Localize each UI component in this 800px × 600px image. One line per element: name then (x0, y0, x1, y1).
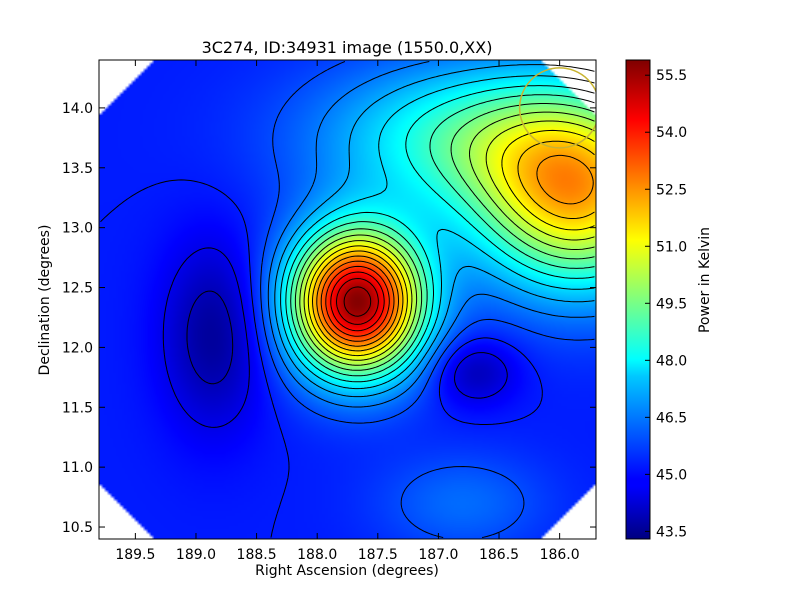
contour-line (285, 85, 595, 383)
x-tick-label: 188.0 (297, 547, 337, 563)
colorbar-axis: 43.5 45.0 46.5 48.0 49.5 51.0 52.5 54.0 55.5 (645, 68, 687, 540)
y-tick-label: 12.5 (62, 281, 93, 297)
contour-line (186, 290, 234, 385)
y-tick-label: 12.0 (62, 340, 93, 356)
contour-line (299, 111, 595, 366)
y-tick-label: 14.0 (62, 101, 93, 117)
x-tick-label: 187.5 (358, 547, 398, 563)
y-axis: 10.5 11.0 11.5 12.0 12.5 13.0 13.5 14.0 (62, 101, 596, 536)
contour-line (325, 265, 390, 337)
x-tick-label: 187.0 (418, 547, 458, 563)
contour-line (312, 140, 595, 352)
contour-line (162, 247, 508, 428)
contour-line (290, 94, 595, 377)
heatmap-image (99, 60, 596, 539)
colorbar-tick-label: 51.0 (656, 239, 687, 255)
colorbar-tick-label: 46.5 (656, 410, 687, 426)
y-tick-label: 11.0 (62, 460, 93, 476)
x-tick-label: 189.5 (115, 547, 155, 563)
x-axis-label: Right Ascension (degrees) (255, 563, 439, 579)
contour-line (274, 64, 595, 398)
x-tick-label: 188.5 (237, 547, 277, 563)
x-tick-label: 186.5 (479, 547, 519, 563)
contour-line (343, 286, 372, 317)
heatmap-layer (99, 60, 596, 539)
x-tick-label: 186.0 (540, 547, 580, 563)
colorbar-tick-label: 52.5 (656, 182, 687, 198)
colorbar-tick-label: 54.0 (656, 125, 687, 141)
y-tick-label: 10.5 (62, 520, 93, 536)
contour-line (320, 260, 395, 342)
x-axis: 189.5 189.0 188.5 188.0 187.5 187.0 186.5 186.0 (115, 60, 580, 563)
colorbar-gradient (625, 59, 651, 540)
x-tick-label: 189.0 (176, 547, 216, 563)
colorbar-tick-label: 55.5 (656, 68, 687, 84)
contour-line (294, 103, 595, 371)
plot-frame (98, 59, 597, 540)
contour-line (303, 120, 595, 361)
contour-line (267, 61, 595, 408)
colorbar: 43.5 45.0 46.5 48.0 49.5 51.0 52.5 54.0 55.5 Pow… (625, 59, 713, 540)
contour-line (100, 179, 543, 538)
y-tick-label: 11.5 (62, 400, 93, 416)
chart-title: 3C274, ID:34931 image (1550.0,XX) (202, 38, 493, 57)
colorbar-tick-label: 45.0 (656, 467, 687, 483)
contour-line (307, 129, 595, 357)
y-axis-label: Declination (degrees) (37, 225, 53, 376)
colorbar-tick-label: 43.5 (656, 524, 687, 540)
colorbar-tick-label: 49.5 (656, 296, 687, 312)
contour-line (336, 278, 379, 325)
y-tick-label: 13.5 (62, 161, 93, 177)
beam-circle (518, 67, 596, 149)
contour-line (260, 61, 595, 538)
y-tick-label: 13.0 (62, 221, 93, 237)
colorbar-tick-label: 48.0 (656, 353, 687, 369)
contour-lines (100, 61, 595, 538)
colorbar-label: Power in Kelvin (697, 227, 713, 333)
contour-line (330, 271, 385, 332)
contour-line (316, 154, 594, 347)
